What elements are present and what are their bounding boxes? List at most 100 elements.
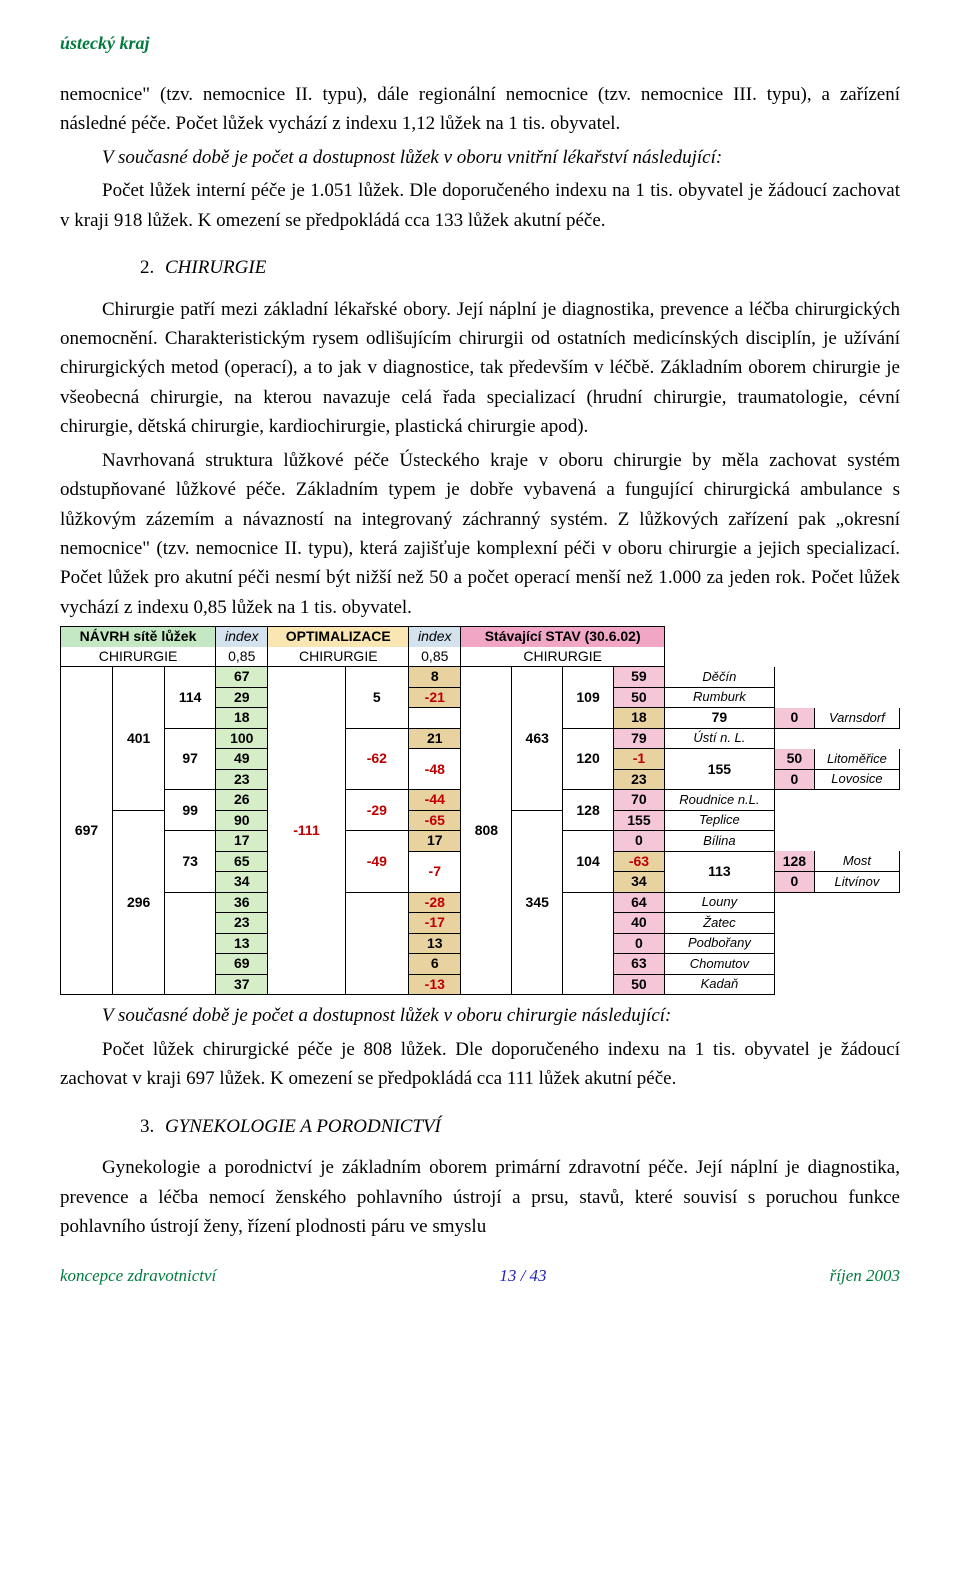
left-sub: 73 xyxy=(165,831,216,893)
idx-1: 0,85 xyxy=(216,647,268,667)
left-beds: 69 xyxy=(216,954,268,975)
para-2a: V současné době je počet a dostupnost lů… xyxy=(60,143,900,172)
table-body: 69740111467-1115880846310959Děčín29-2150… xyxy=(61,667,900,995)
left-beds: 26 xyxy=(216,790,268,811)
right-beds: 0 xyxy=(614,933,665,954)
city-label: Litoměřice xyxy=(814,749,899,770)
right-beds: 0 xyxy=(774,872,814,893)
section-3-title: GYNEKOLOGIE A PORODNICTVÍ xyxy=(165,1116,441,1137)
city-label: Žatec xyxy=(664,913,774,934)
mid-diff: 18 xyxy=(614,708,665,729)
sub-2: CHIRURGIE xyxy=(268,647,409,667)
mid-diff: -13 xyxy=(409,974,461,995)
header-region: ústecký kraj xyxy=(60,30,900,58)
left-beds: 23 xyxy=(216,769,268,790)
para-5: V současné době je počet a dostupnost lů… xyxy=(60,1001,900,1030)
city-label: Bílina xyxy=(664,831,774,852)
mid-diff: 13 xyxy=(409,933,461,954)
right-beds: 59 xyxy=(614,667,665,688)
left-sub xyxy=(165,892,216,995)
right-beds: 40 xyxy=(614,913,665,934)
mid-diff: 34 xyxy=(614,872,665,893)
right-beds: 63 xyxy=(614,954,665,975)
city-label: Podbořany xyxy=(664,933,774,954)
footer: koncepce zdravotnictví 13 / 43 říjen 200… xyxy=(60,1263,900,1289)
city-label: Děčín xyxy=(664,667,774,688)
table-header-row-1: NÁVRH sítě lůžek index OPTIMALIZACE inde… xyxy=(61,627,900,647)
table-header-row-2: CHIRURGIE 0,85 CHIRURGIE 0,85 CHIRURGIE xyxy=(61,647,900,667)
city-label: Lovosice xyxy=(814,769,899,790)
mid-sub: -29 xyxy=(345,790,409,831)
city-label: Most xyxy=(814,851,899,872)
section-3-heading: 3. GYNEKOLOGIE A PORODNICTVÍ xyxy=(140,1112,900,1141)
mid-diff: 21 xyxy=(409,728,461,749)
right-sub xyxy=(563,892,614,995)
sub-3: CHIRURGIE xyxy=(461,647,664,667)
left-total: 697 xyxy=(61,667,113,995)
mid-sub: -48 xyxy=(409,749,461,790)
city-label: Roudnice n.L. xyxy=(664,790,774,811)
para-4: Navrhovaná struktura lůžkové péče Ústeck… xyxy=(60,446,900,623)
hdr-stav: Stávající STAV (30.6.02) xyxy=(461,627,664,647)
hdr-opt: OPTIMALIZACE xyxy=(268,627,409,647)
left-beds: 67 xyxy=(216,667,268,688)
mid-sub: -62 xyxy=(345,728,409,790)
mid-diff: -17 xyxy=(409,913,461,934)
right-group: 345 xyxy=(512,810,563,995)
right-sub: 79 xyxy=(664,708,774,729)
city-label: Kadaň xyxy=(664,974,774,995)
hdr-navrh: NÁVRH sítě lůžek xyxy=(61,627,216,647)
mid-sub: -7 xyxy=(409,851,461,892)
left-beds: 29 xyxy=(216,687,268,708)
right-sub: 128 xyxy=(563,790,614,831)
right-beds: 0 xyxy=(614,831,665,852)
mid-diff: -65 xyxy=(409,810,461,831)
para-3: Chirurgie patří mezi základní lékařské o… xyxy=(60,295,900,442)
left-sub: 114 xyxy=(165,667,216,729)
right-sub: 109 xyxy=(563,667,614,729)
mid-diff: -63 xyxy=(614,851,665,872)
mid-diff: 17 xyxy=(409,831,461,852)
left-beds: 65 xyxy=(216,851,268,872)
left-beds: 90 xyxy=(216,810,268,831)
city-label: Chomutov xyxy=(664,954,774,975)
mid-sub: -49 xyxy=(345,831,409,893)
mid-sub xyxy=(409,708,461,729)
hdr-index-2: index xyxy=(409,627,461,647)
left-beds: 100 xyxy=(216,728,268,749)
section-2-num: 2. xyxy=(140,257,154,278)
section-2-title: CHIRURGIE xyxy=(165,257,266,278)
left-beds: 18 xyxy=(216,708,268,729)
right-beds: 0 xyxy=(774,708,814,729)
para-7: Gynekologie a porodnictví je základním o… xyxy=(60,1153,900,1241)
right-group: 463 xyxy=(512,667,563,811)
mid-diff: 8 xyxy=(409,667,461,688)
section-3-num: 3. xyxy=(140,1116,154,1137)
left-beds: 37 xyxy=(216,974,268,995)
right-sub: 120 xyxy=(563,728,614,790)
right-sub: 155 xyxy=(664,749,774,790)
left-group: 401 xyxy=(113,667,165,811)
right-beds: 0 xyxy=(774,769,814,790)
right-beds: 79 xyxy=(614,728,665,749)
left-beds: 17 xyxy=(216,831,268,852)
left-sub: 99 xyxy=(165,790,216,831)
footer-right: říjen 2003 xyxy=(830,1263,900,1289)
mid-diff: 23 xyxy=(614,769,665,790)
mid-diff: -28 xyxy=(409,892,461,913)
mid-sub xyxy=(345,892,409,995)
city-label: Rumburk xyxy=(664,687,774,708)
city-label: Litvínov xyxy=(814,872,899,893)
left-sub: 97 xyxy=(165,728,216,790)
hdr-index-1: index xyxy=(216,627,268,647)
right-beds: 64 xyxy=(614,892,665,913)
left-beds: 36 xyxy=(216,892,268,913)
footer-left: koncepce zdravotnictví xyxy=(60,1263,216,1289)
mid-total: -111 xyxy=(268,667,345,995)
footer-center: 13 / 43 xyxy=(499,1263,546,1289)
beds-table: NÁVRH sítě lůžek index OPTIMALIZACE inde… xyxy=(60,626,900,995)
mid-sub: 5 xyxy=(345,667,409,729)
right-beds: 155 xyxy=(614,810,665,831)
right-total: 808 xyxy=(461,667,512,995)
right-sub: 113 xyxy=(664,851,774,892)
